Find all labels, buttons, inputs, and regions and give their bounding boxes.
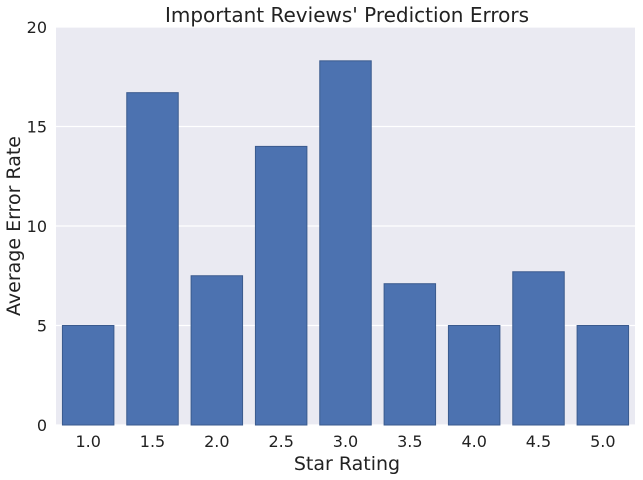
bar-2-0 bbox=[190, 275, 244, 426]
bar-1-0 bbox=[61, 325, 115, 426]
bar-1-5 bbox=[126, 92, 179, 426]
chart-title: Important Reviews' Prediction Errors bbox=[165, 3, 529, 27]
y-tick-labels: 0 5 10 15 20 bbox=[27, 18, 47, 435]
x-tick-label: 3.5 bbox=[397, 432, 422, 451]
x-tick-label: 4.5 bbox=[526, 432, 551, 451]
bar-4-5 bbox=[512, 271, 565, 426]
x-tick-label: 2.5 bbox=[268, 432, 293, 451]
bars bbox=[61, 60, 630, 426]
bar-5-0 bbox=[576, 325, 630, 426]
bar-2-5 bbox=[254, 145, 308, 426]
x-tick-label: 1.0 bbox=[75, 432, 100, 451]
x-tick-label: 3.0 bbox=[333, 432, 358, 451]
y-axis-label: Average Error Rate bbox=[3, 136, 25, 316]
x-tick-labels: 1.0 1.5 2.0 2.5 3.0 3.5 4.0 4.5 5.0 bbox=[75, 432, 615, 451]
x-axis-label: Star Rating bbox=[294, 453, 400, 475]
bar-3-0 bbox=[319, 60, 372, 426]
y-tick-label: 5 bbox=[37, 317, 47, 336]
x-tick-label: 5.0 bbox=[590, 432, 615, 451]
y-tick-label: 20 bbox=[27, 18, 47, 37]
x-tick-label: 2.0 bbox=[204, 432, 229, 451]
x-tick-label: 1.5 bbox=[140, 432, 165, 451]
bar-3-5 bbox=[383, 283, 437, 426]
y-tick-label: 10 bbox=[27, 217, 47, 236]
y-tick-label: 15 bbox=[27, 118, 47, 137]
bar-4-0 bbox=[447, 325, 501, 426]
x-tick-label: 4.0 bbox=[461, 432, 486, 451]
y-tick-label: 0 bbox=[37, 416, 47, 435]
